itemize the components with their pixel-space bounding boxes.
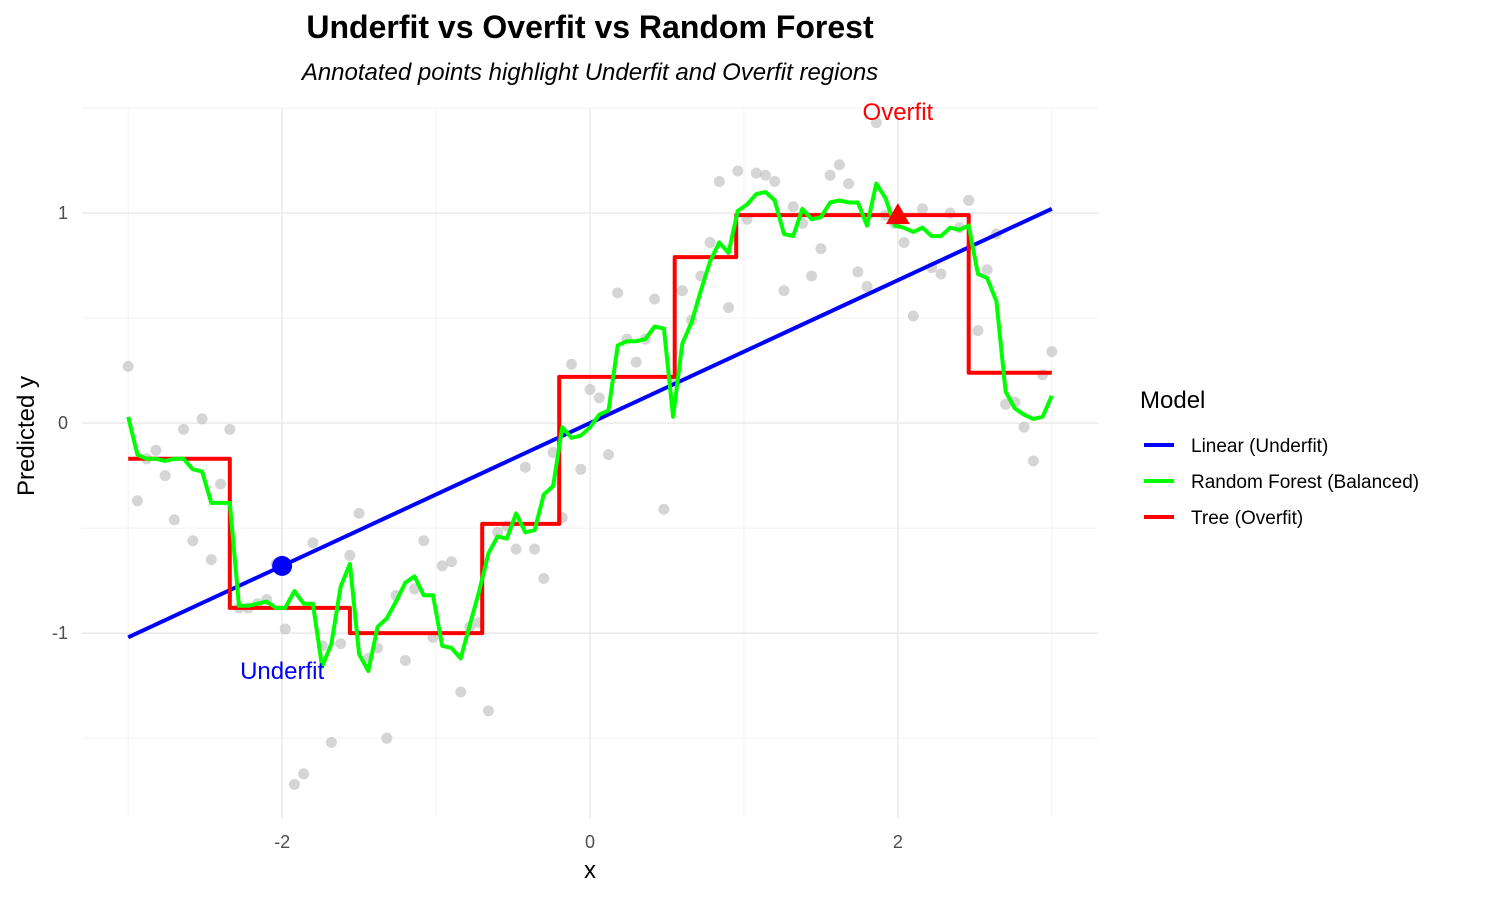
data-point xyxy=(159,470,171,482)
data-point xyxy=(205,554,217,566)
legend: Model Linear (Underfit) Random Forest (Ba… xyxy=(1140,387,1419,529)
data-point xyxy=(593,392,605,404)
data-point xyxy=(649,293,661,305)
data-point xyxy=(307,537,319,549)
data-point xyxy=(898,236,910,248)
data-point xyxy=(824,169,836,181)
data-point xyxy=(713,176,725,188)
data-point xyxy=(584,383,596,395)
overfit-annotation-label: Overfit xyxy=(863,99,934,126)
annotations: Underfit Overfit xyxy=(240,99,933,685)
data-point xyxy=(861,281,873,293)
y-axis-label: Predicted y xyxy=(13,376,40,496)
series-line-random-forest-balanced xyxy=(126,181,1054,673)
data-point xyxy=(445,556,457,568)
data-point xyxy=(168,514,180,526)
data-point xyxy=(723,302,735,314)
data-point xyxy=(787,201,799,213)
data-point xyxy=(833,159,845,171)
overfit-marker xyxy=(885,203,910,225)
data-point xyxy=(122,360,134,372)
data-point xyxy=(131,495,143,507)
data-point xyxy=(150,444,162,456)
data-point xyxy=(224,423,236,435)
data-point xyxy=(178,423,190,435)
data-point xyxy=(492,526,504,538)
data-point xyxy=(602,449,614,461)
data-point xyxy=(870,117,882,129)
data-point xyxy=(1000,398,1012,410)
data-point xyxy=(344,549,356,561)
chart-title: Underfit vs Overfit vs Random Forest xyxy=(306,9,874,45)
data-point xyxy=(455,686,467,698)
x-tick-label: -2 xyxy=(274,832,290,852)
x-tick-label: 2 xyxy=(893,832,903,852)
y-tick-label: -1 xyxy=(52,623,68,643)
data-point xyxy=(335,638,347,650)
data-point xyxy=(778,285,790,297)
data-point xyxy=(1027,455,1039,467)
data-point xyxy=(704,236,716,248)
x-tick-label: 0 xyxy=(585,832,595,852)
data-point xyxy=(325,736,337,748)
data-point xyxy=(288,778,300,790)
data-point xyxy=(399,654,411,666)
data-point xyxy=(575,463,587,475)
data-point xyxy=(759,169,771,181)
data-point xyxy=(566,358,578,370)
observed-points xyxy=(122,117,1058,790)
y-axis-ticks: -1 0 1 xyxy=(52,203,68,643)
data-point xyxy=(907,310,919,322)
data-point xyxy=(935,268,947,280)
data-point xyxy=(658,503,670,515)
data-point xyxy=(917,203,929,215)
data-point xyxy=(732,165,744,177)
data-point xyxy=(529,543,541,555)
legend-title: Model xyxy=(1140,387,1205,414)
legend-label: Linear (Underfit) xyxy=(1191,436,1328,457)
data-point xyxy=(612,287,624,299)
data-point xyxy=(972,325,984,337)
data-point xyxy=(482,705,494,717)
data-point xyxy=(436,560,448,572)
data-point xyxy=(298,768,310,780)
data-point xyxy=(1046,346,1058,358)
data-point xyxy=(843,178,855,190)
data-point xyxy=(630,356,642,368)
data-point xyxy=(676,285,688,297)
data-point xyxy=(510,543,522,555)
x-axis-ticks: -2 0 2 xyxy=(274,832,903,852)
y-tick-label: 1 xyxy=(58,203,68,223)
x-axis-label: x xyxy=(584,857,596,884)
data-point xyxy=(353,507,365,519)
data-point xyxy=(215,478,227,490)
data-point xyxy=(750,167,762,179)
data-point xyxy=(547,446,559,458)
data-point xyxy=(519,461,531,473)
data-point xyxy=(815,243,827,255)
data-point xyxy=(381,732,393,744)
data-point xyxy=(1018,421,1030,433)
chart-subtitle: Annotated points highlight Underfit and … xyxy=(300,59,878,86)
data-point xyxy=(852,266,864,278)
data-point xyxy=(963,194,975,206)
underfit-marker xyxy=(272,555,293,576)
legend-label: Tree (Overfit) xyxy=(1191,508,1303,529)
underfit-annotation-label: Underfit xyxy=(240,658,324,685)
data-point xyxy=(806,270,818,282)
data-point xyxy=(187,535,199,547)
data-point xyxy=(981,264,993,276)
legend-label: Random Forest (Balanced) xyxy=(1191,472,1419,493)
data-point xyxy=(538,573,550,585)
data-point xyxy=(279,623,291,635)
data-point xyxy=(769,176,781,188)
y-tick-label: 0 xyxy=(58,413,68,433)
data-point xyxy=(418,535,430,547)
data-point xyxy=(196,413,208,425)
